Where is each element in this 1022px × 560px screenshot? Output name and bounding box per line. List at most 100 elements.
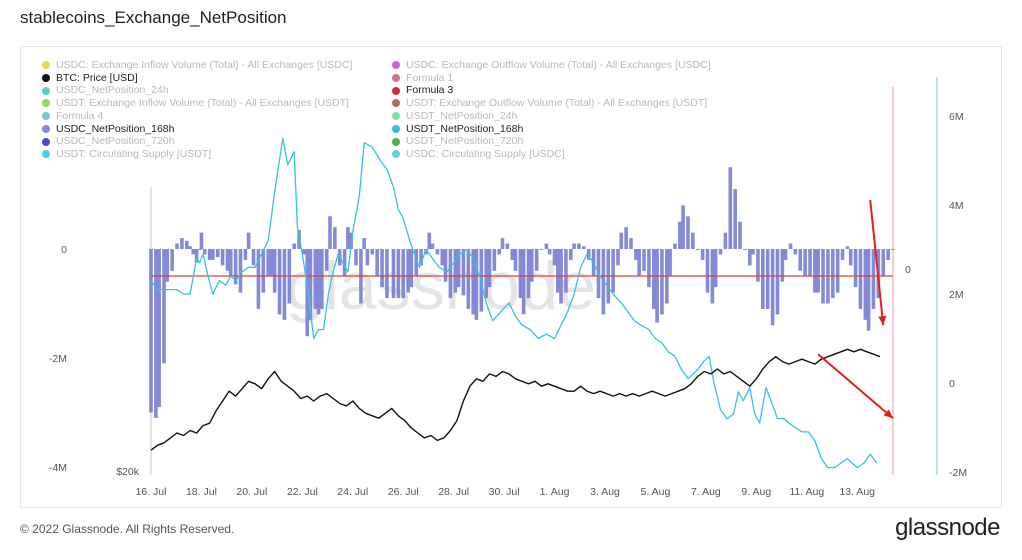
usdc-netposition-bar [484,249,489,299]
legend-item[interactable]: USDC_NetPosition_24h [42,84,352,97]
right-axis-tick-label: -2M [949,467,967,479]
usdc-netposition-bar [637,249,641,277]
legend-item[interactable]: USDT: Exchange Inflow Volume (Total) - A… [42,97,352,110]
legend-label: USDT: Circulating Supply [USDT] [56,147,212,160]
x-axis-tick-label: 1. Aug [540,486,570,498]
usdc-netposition-bar [194,249,199,263]
usdc-netposition-bar [471,249,475,315]
legend-item[interactable]: USDC: Exchange Inflow Volume (Total) - A… [42,59,352,72]
usdc-netposition-bar [365,249,370,266]
usdc-netposition-bar [474,249,479,320]
left-axis-tick-label: -2M [49,353,67,365]
legend-label: USDT_NetPosition_168h [406,122,524,135]
usdc-netposition-bar [354,249,358,266]
usdc-netposition-bar [272,249,277,293]
usdc-netposition-bar [292,243,296,249]
usdc-netposition-bar [678,221,682,249]
usdc-netposition-bar [246,232,251,249]
usdc-netposition-bar [328,216,332,249]
legend-item[interactable]: USDT_NetPosition_720h [392,135,711,148]
usdc-netposition-bar [505,243,510,249]
usdc-netposition-bar [375,249,379,277]
usdc-netposition-bar [572,243,576,249]
usdc-netposition-bar [424,249,428,255]
x-axis-tick-label: 11. Aug [789,486,824,498]
legend-label: USDT_NetPosition_24h [406,109,518,122]
legend-item[interactable]: USDC_NetPosition_720h [42,135,352,148]
usdc-netposition-bar [845,246,850,249]
legend-label: USDT: Exchange Outflow Volume (Total) - … [406,97,708,110]
usdc-netposition-bar [277,249,282,315]
legend-item[interactable]: USDC: Circulating Supply [USDC] [392,148,711,161]
usdc-netposition-bar [848,249,853,266]
x-axis-tick-label: 18. Jul [186,486,217,498]
usdc-netposition-bar [619,232,624,249]
legend-item[interactable]: Formula 3 [392,84,711,97]
usdc-netposition-bar [723,232,728,249]
usdc-netposition-bar [751,249,755,255]
usdc-netposition-bar [492,249,497,271]
usdc-netposition-bar [266,249,270,277]
right-axis-tick-label: 2M [949,289,964,301]
usdc-netposition-bar [775,249,780,315]
usdc-netposition-bar [198,249,202,250]
usdc-netposition-bar [518,249,523,299]
usdc-netposition-bar [333,227,337,249]
usdc-netposition-bar [448,249,453,299]
legend-item[interactable]: USDC: Exchange Outflow Volume (Total) - … [392,59,711,72]
usdc-netposition-bar [456,249,461,288]
usdc-netposition-bar [225,249,230,271]
usdc-netposition-bar [816,249,820,293]
usdc-netposition-bar [813,249,817,293]
usdc-netposition-bar [320,249,324,309]
usdc-netposition-bar [154,249,158,418]
legend-item[interactable]: USDC_NetPosition_168h [42,123,352,136]
usdc-netposition-bar [243,249,248,260]
usdc-netposition-bar [718,249,723,255]
x-axis-tick-label: 28. Jul [438,486,469,498]
right-axis-tick-label: 0 [949,378,955,390]
usdc-netposition-bar [853,249,858,288]
usdc-netposition-bar [668,249,672,277]
legend-label: BTC: Price [USD] [56,71,138,84]
usdc-netposition-bar [380,249,384,288]
usdc-netposition-bar [199,232,204,249]
usdc-netposition-bar [391,249,396,299]
chart-title: stablecoins_Exchange_NetPosition [20,8,287,27]
usdc-netposition-bar [316,249,321,315]
legend-item[interactable]: Formula 4 [42,110,352,123]
usdc-netposition-bar [700,249,705,260]
x-axis-tick-label: 22. Jul [287,486,318,498]
x-axis-tick-label: 13. Aug [839,486,875,498]
legend-item[interactable]: Formula 1 [392,72,711,85]
usdc-netposition-bar [840,249,845,260]
legend-item[interactable]: USDT_NetPosition_24h [392,110,711,123]
legend-item[interactable]: USDT: Exchange Outflow Volume (Total) - … [392,97,711,110]
legend-label: Formula 4 [56,109,104,122]
usdc-netposition-bar [695,249,700,250]
usdc-netposition-bar [526,249,531,299]
price-axis-label: $20k [116,466,140,478]
usdc-netposition-bar [660,249,664,315]
legend-item[interactable]: BTC: Price [USD] [42,72,352,85]
legend-item[interactable]: USDT_NetPosition_168h [392,123,711,136]
legend-label: USDC: Circulating Supply [USDC] [406,147,565,160]
usdc-netposition-bar [728,167,733,249]
usdc-netposition-bar [282,249,287,320]
legend-dot-icon [392,124,400,133]
legend-dot-icon [392,61,400,70]
usdc-netposition-bar [756,249,760,282]
usdc-netposition-bar [866,249,871,331]
usdc-netposition-bar [370,249,375,255]
glassnode-logo: glassnode [895,514,1000,541]
usdc-netposition-bar [175,243,179,249]
usdc-netposition-bar [308,249,313,320]
legend-dot-icon [42,112,50,121]
usdc-netposition-bar [440,249,445,266]
x-axis-tick-label: 16. Jul [136,486,167,498]
usdc-netposition-bar [858,249,863,309]
usdc-netposition-bar [761,249,765,309]
usdc-netposition-bar [673,243,677,249]
legend-item[interactable]: USDT: Circulating Supply [USDT] [42,148,352,161]
usdc-netposition-bar [783,249,788,260]
